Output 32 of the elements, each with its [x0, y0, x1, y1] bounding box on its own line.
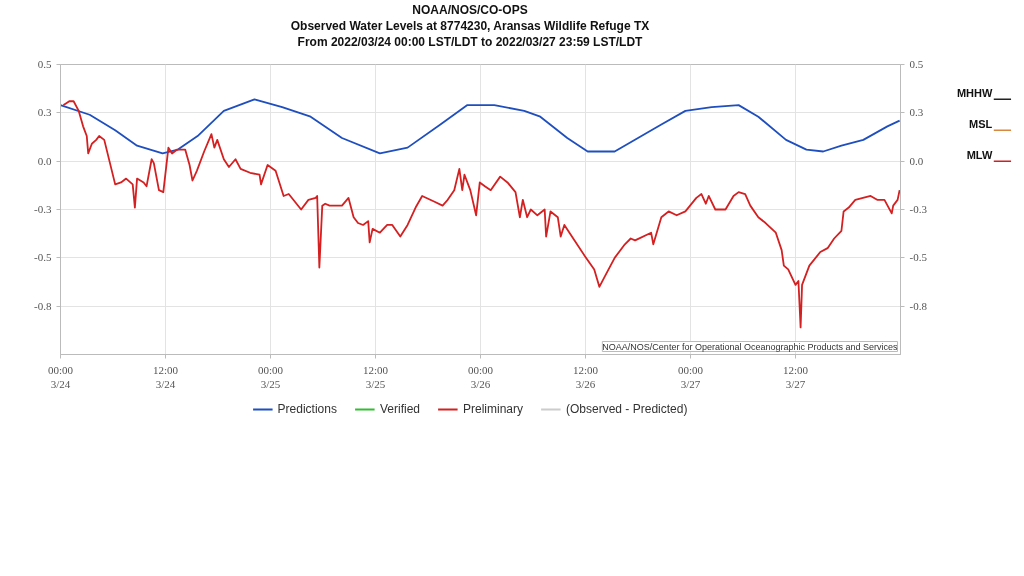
- y-tick-label: -0.8: [34, 299, 52, 312]
- y2-tick-label: -0.5: [909, 251, 928, 264]
- ref-line-label: MLW: [966, 149, 993, 162]
- legend-label: Predictions: [277, 402, 337, 416]
- x-tick-label: 00:00 3/27: [677, 363, 704, 390]
- x-tick-label: 00:00 3/26: [467, 363, 494, 390]
- y-tick-label: 0.0: [37, 154, 52, 167]
- x-tick-label: 12:00 3/27: [782, 363, 809, 390]
- x-tick-label: 12:00 3/25: [362, 363, 389, 390]
- chart-title: NOAA/NOS/CO-OPS: [412, 3, 528, 17]
- legend-label: (Observed - Predicted): [566, 402, 688, 416]
- ref-line-label: MHHW: [956, 87, 993, 100]
- y2-tick-label: 0.5: [909, 58, 924, 70]
- y-tick-label: 0.3: [37, 106, 52, 119]
- annotation: NOAA/NOS/Center for Operational Oceanographic Products and Services: [602, 341, 898, 352]
- y-tick-label: -0.3: [34, 203, 52, 215]
- y-tick-label: 0.5: [37, 58, 52, 70]
- x-tick-label: 00:00 3/25: [257, 363, 284, 390]
- y2-tick-label: 0.0: [909, 154, 924, 167]
- x-tick-label: 12:00 3/24: [152, 363, 179, 390]
- line-series: [62, 100, 901, 329]
- y2-tick-label: -0.8: [909, 299, 928, 312]
- y2-tick-label: 0.3: [909, 106, 924, 119]
- y2-tick-label: -0.3: [909, 203, 928, 215]
- ref-line-label: MSL: [969, 118, 993, 131]
- x-tick-label: 12:00 3/26: [572, 363, 599, 390]
- x-tick-label: 00:00 3/24: [47, 363, 74, 390]
- y-tick-label: -0.5: [34, 251, 52, 264]
- chart-subtitle: Observed Water Levels at 8774230, Aransas Wildlife Refuge TX From 2022/03/24 00:00 LST/LDT to 2022/03/27 23:59 LST/LDT: [290, 19, 650, 49]
- line-series: [60, 98, 901, 155]
- legend-label: Verified: [379, 402, 420, 416]
- legend-label: Preliminary: [463, 402, 524, 416]
